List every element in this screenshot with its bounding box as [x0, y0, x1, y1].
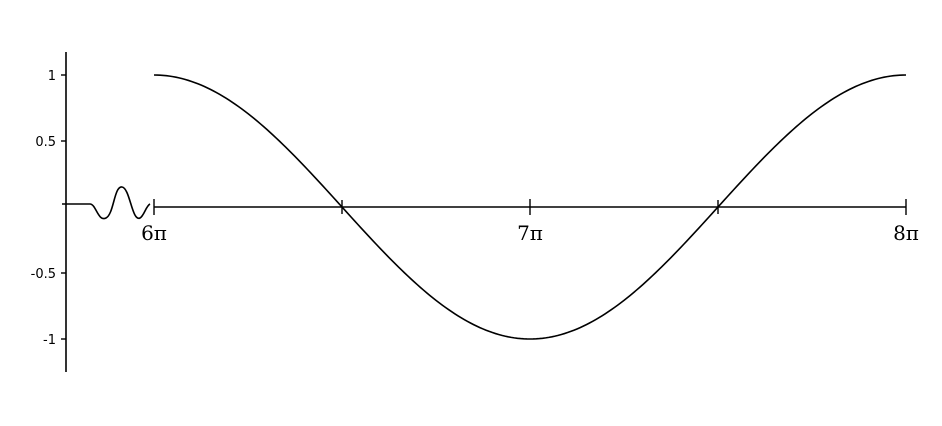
series-line-cos: [153, 74, 907, 340]
x-tick-label: 7π: [517, 221, 543, 245]
x-tick-label: 6π: [141, 221, 167, 245]
axis-break-squiggle: [89, 186, 151, 220]
y-tick-label: 0.5: [35, 135, 56, 150]
y-ticks: 1 0.5 -0.5 -1: [31, 69, 66, 348]
y-tick-label: -0.5: [31, 267, 56, 282]
y-tick-label: 1: [48, 69, 56, 84]
x-ticks: 6π 7π 8π: [141, 199, 919, 245]
y-tick-label: -1: [43, 333, 56, 348]
x-tick-label: 8π: [893, 221, 919, 245]
